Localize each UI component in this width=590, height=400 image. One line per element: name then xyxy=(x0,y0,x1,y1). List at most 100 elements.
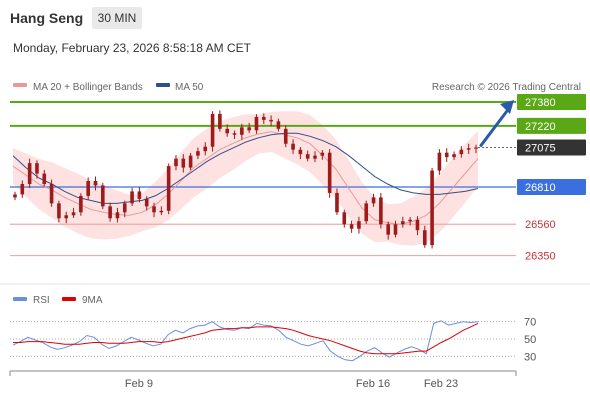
candle-body xyxy=(203,146,208,152)
candle-body xyxy=(210,113,215,147)
rsi-tick-70: 70 xyxy=(524,317,536,329)
legend-swatch-bollinger xyxy=(13,83,27,87)
candle-body xyxy=(79,195,83,213)
candle-body xyxy=(27,163,32,184)
candle-body xyxy=(122,203,127,213)
candle-body xyxy=(393,224,398,235)
price-candles xyxy=(13,110,478,249)
rsi-panel: 70 50 30 xyxy=(10,317,536,363)
rsi-tick-50: 50 xyxy=(524,334,536,346)
candle-body xyxy=(466,148,471,150)
candle-body xyxy=(357,221,361,229)
ma20-line xyxy=(12,131,479,225)
candle-body xyxy=(371,197,376,204)
candle-body xyxy=(108,206,112,219)
candle-body xyxy=(327,152,332,193)
candle-body xyxy=(137,191,142,199)
candle-body xyxy=(115,212,120,219)
candle-body xyxy=(93,181,98,186)
candle-body xyxy=(320,152,325,156)
x-tick-label: Feb 16 xyxy=(356,378,390,390)
forecast-arrow-head xyxy=(500,99,514,114)
legend-rsi-ma-label: 9MA xyxy=(82,295,103,306)
candle-body xyxy=(225,128,230,134)
candle-body xyxy=(57,203,61,219)
candle-body xyxy=(386,224,390,235)
candle-body xyxy=(408,219,412,222)
candle-body xyxy=(379,197,383,225)
legend-bollinger-label: MA 20 + Bollinger Bands xyxy=(33,82,143,93)
candle-body xyxy=(261,116,266,120)
x-tick-label: Feb 23 xyxy=(424,378,458,390)
candle-body xyxy=(474,147,478,149)
timeframe-button[interactable]: 30 MIN xyxy=(92,7,142,29)
moving-averages xyxy=(12,131,479,225)
forecast-arrow-shaft xyxy=(479,109,509,147)
instrument-title: Hang Seng xyxy=(10,10,84,26)
candle-body xyxy=(71,212,76,216)
bollinger-band-area xyxy=(13,111,478,246)
candle-body xyxy=(291,143,295,150)
support-label-26560: 26560 xyxy=(525,219,556,231)
candle-body xyxy=(444,152,449,158)
candle-body xyxy=(232,133,237,135)
rsi-line xyxy=(12,320,479,362)
price-levels xyxy=(10,100,516,257)
candle-body xyxy=(298,149,303,155)
bollinger-bands xyxy=(13,111,478,246)
candle-body xyxy=(283,128,288,144)
resistance-tag-27380-bg xyxy=(517,93,586,110)
candle-body xyxy=(188,155,193,168)
legend-ma50-label: MA 50 xyxy=(175,82,204,93)
candle-body xyxy=(35,163,39,174)
candle-body xyxy=(401,221,405,225)
x-tick-label: Feb 9 xyxy=(125,378,153,390)
resistance-tag-27220: 27220 xyxy=(525,121,556,133)
candle-body xyxy=(152,206,156,213)
candle-body xyxy=(437,152,442,171)
candle-body xyxy=(174,158,178,167)
candle-body xyxy=(159,210,164,213)
candle-body xyxy=(313,155,317,159)
candle-body xyxy=(342,212,347,225)
candle-body xyxy=(254,116,259,131)
price-level-tags: 27380 27220 27075 26810 26560 26350 xyxy=(517,93,586,263)
current-price-tag-bg xyxy=(517,139,586,156)
candle-body xyxy=(64,215,69,219)
x-axis: Feb 9 Feb 16 Feb 23 xyxy=(9,370,517,390)
candle-body xyxy=(166,166,171,211)
candle-body xyxy=(240,127,244,135)
candle-body xyxy=(144,198,149,207)
candle-body xyxy=(452,154,456,158)
legend-swatch-rsi xyxy=(13,297,27,301)
timestamp: Monday, February 23, 2026 8:58:18 AM CET xyxy=(13,41,251,55)
pivot-tag-26810: 26810 xyxy=(525,182,556,194)
candle-body xyxy=(181,158,186,168)
resistance-tag-27380: 27380 xyxy=(525,97,556,109)
legend-rsi-label: RSI xyxy=(33,295,50,306)
candle-body xyxy=(49,183,54,204)
candle-body xyxy=(196,151,200,156)
rsi-tick-30: 30 xyxy=(524,351,536,363)
ma50-line xyxy=(12,132,479,204)
candle-body xyxy=(269,119,273,122)
candle-body xyxy=(20,183,25,195)
candle-body xyxy=(364,203,369,222)
resistance-tag-27220-bg xyxy=(517,117,586,134)
candle-body xyxy=(459,149,464,155)
candle-body xyxy=(13,194,17,198)
candle-body xyxy=(305,154,310,159)
support-label-26350: 26350 xyxy=(525,251,556,263)
candle-body xyxy=(422,230,427,246)
candle-body xyxy=(349,224,354,229)
candle-body xyxy=(130,191,134,204)
current-price-tag: 27075 xyxy=(525,142,556,154)
candle-body xyxy=(101,185,105,207)
candle-body xyxy=(247,127,251,131)
candle-body xyxy=(86,181,90,196)
pivot-tag-26810-bg xyxy=(517,178,586,195)
copyright-text: Research © 2026 Trading Central xyxy=(432,82,581,93)
candle-body xyxy=(415,219,420,231)
candle-body xyxy=(218,113,222,129)
